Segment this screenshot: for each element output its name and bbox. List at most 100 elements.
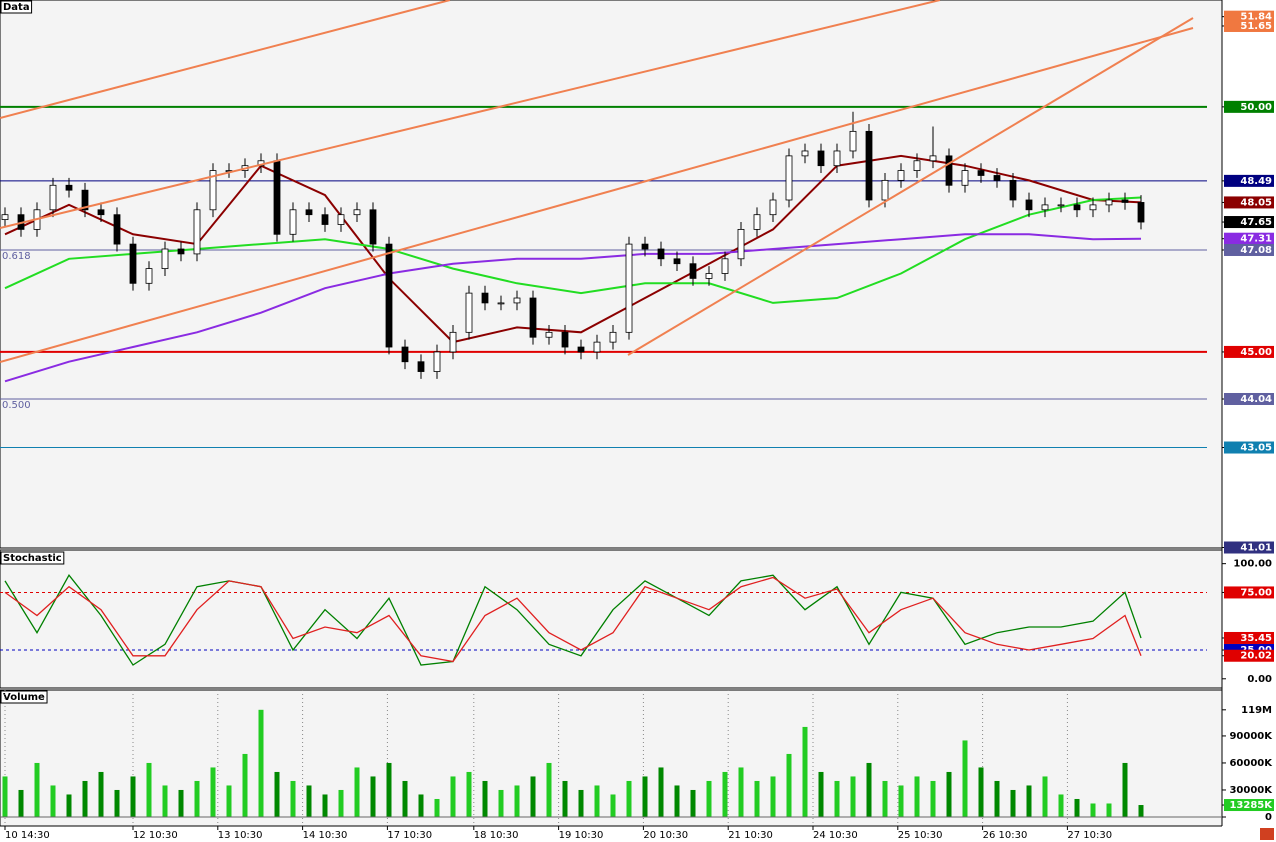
candle-body bbox=[401, 346, 409, 363]
volume-bar bbox=[290, 780, 296, 817]
volume-bar bbox=[1058, 794, 1064, 817]
volume-bar bbox=[786, 753, 792, 817]
volume-bar bbox=[18, 789, 24, 817]
candle-body bbox=[513, 297, 521, 304]
candle-body bbox=[705, 273, 713, 279]
y-tick-label: 51.65 bbox=[1240, 21, 1272, 32]
candle-body bbox=[305, 209, 313, 216]
volume-bar bbox=[322, 794, 328, 817]
volume-bar bbox=[146, 762, 152, 817]
volume-bar bbox=[642, 776, 648, 817]
volume-bar bbox=[738, 767, 744, 817]
volume-bar bbox=[674, 785, 680, 817]
tick-label-box bbox=[1224, 586, 1274, 599]
candle-body bbox=[209, 170, 217, 211]
candle-body bbox=[993, 175, 1001, 181]
volume-bar bbox=[66, 794, 72, 817]
candle-body bbox=[177, 248, 185, 255]
candle-body bbox=[769, 199, 777, 216]
tick-label-box bbox=[1224, 392, 1274, 405]
candle-body bbox=[1, 214, 9, 220]
volume-bar bbox=[402, 780, 408, 817]
candle-body bbox=[385, 243, 393, 348]
candle-body bbox=[49, 184, 57, 211]
volume-bar bbox=[1106, 803, 1112, 817]
volume-bar bbox=[98, 771, 104, 817]
x-tick-label: 10 14:30 bbox=[5, 830, 50, 841]
volume-bar bbox=[706, 780, 712, 817]
candle-body bbox=[641, 243, 649, 250]
candle-body bbox=[849, 130, 857, 152]
candle-body bbox=[321, 214, 329, 225]
x-tick-label: 27 10:30 bbox=[1067, 830, 1112, 841]
volume-bar bbox=[498, 789, 504, 817]
volume-bar bbox=[306, 785, 312, 817]
candle-body bbox=[417, 361, 425, 372]
tick-label-box bbox=[1224, 631, 1274, 644]
x-tick-label: 24 10:30 bbox=[813, 830, 858, 841]
volume-bar bbox=[1122, 762, 1128, 817]
panel-title-box bbox=[0, 551, 65, 565]
volume-bar bbox=[258, 709, 264, 817]
y-tick-label: 13285K bbox=[1229, 800, 1273, 811]
x-tick-label: 12 10:30 bbox=[133, 830, 178, 841]
candle-body bbox=[929, 155, 937, 162]
candle-body bbox=[945, 155, 953, 186]
y-tick-label: 43.05 bbox=[1240, 443, 1272, 454]
candle-body bbox=[497, 302, 505, 305]
volume-bar bbox=[658, 767, 664, 817]
indicator-line bbox=[4, 574, 1142, 666]
candle-body bbox=[1009, 179, 1017, 201]
candle-body bbox=[817, 150, 825, 167]
candle-body bbox=[609, 331, 617, 343]
volume-bar bbox=[1090, 803, 1096, 817]
volume-bar bbox=[226, 785, 232, 817]
candle-body bbox=[801, 150, 809, 157]
volume-bar bbox=[1074, 798, 1080, 817]
y-tick-label: 50.00 bbox=[1240, 102, 1272, 113]
candle-body bbox=[193, 209, 201, 255]
y-tick-label: 51.84 bbox=[1240, 12, 1272, 23]
volume-bar bbox=[418, 794, 424, 817]
y-tick-label: 100.00 bbox=[1233, 559, 1272, 570]
candle-body bbox=[545, 331, 553, 338]
volume-bar bbox=[450, 776, 456, 817]
volume-bar bbox=[754, 780, 760, 817]
volume-bar bbox=[82, 780, 88, 817]
volume-bar bbox=[722, 771, 728, 817]
volume-bar bbox=[514, 785, 520, 817]
volume-bar bbox=[626, 780, 632, 817]
volume-bar bbox=[930, 780, 936, 817]
volume-bar bbox=[434, 798, 440, 817]
volume-bar bbox=[690, 789, 696, 817]
y-tick-label: 41.01 bbox=[1240, 543, 1272, 554]
volume-bar bbox=[978, 767, 984, 817]
panel-title-box bbox=[0, 0, 33, 14]
x-tick-label: 14 10:30 bbox=[303, 830, 348, 841]
x-tick-label: 26 10:30 bbox=[983, 830, 1028, 841]
tick-label-box bbox=[1224, 243, 1274, 256]
x-tick-label: 20 10:30 bbox=[643, 830, 688, 841]
scroll-button[interactable] bbox=[1260, 828, 1274, 840]
trend-line bbox=[0, 0, 941, 229]
candle-body bbox=[881, 179, 889, 201]
volume-bar bbox=[994, 780, 1000, 817]
volume-bar bbox=[482, 780, 488, 817]
volume-bar bbox=[194, 780, 200, 817]
fib-label: 0.500 bbox=[2, 400, 31, 411]
volume-bar bbox=[802, 726, 808, 817]
volume-bar bbox=[274, 771, 280, 817]
trend-line bbox=[0, 27, 1194, 363]
volume-bar bbox=[386, 762, 392, 817]
volume-bar bbox=[242, 753, 248, 817]
fib-label: 0.618 bbox=[2, 251, 31, 262]
volume-bar bbox=[530, 776, 536, 817]
x-tick-label: 13 10:30 bbox=[218, 830, 263, 841]
candle-body bbox=[721, 258, 729, 274]
volume-bar bbox=[370, 776, 376, 817]
candle-body bbox=[1105, 199, 1113, 206]
candle-body bbox=[785, 155, 793, 201]
panel-title-box bbox=[0, 690, 48, 704]
volume-bar bbox=[834, 780, 840, 817]
